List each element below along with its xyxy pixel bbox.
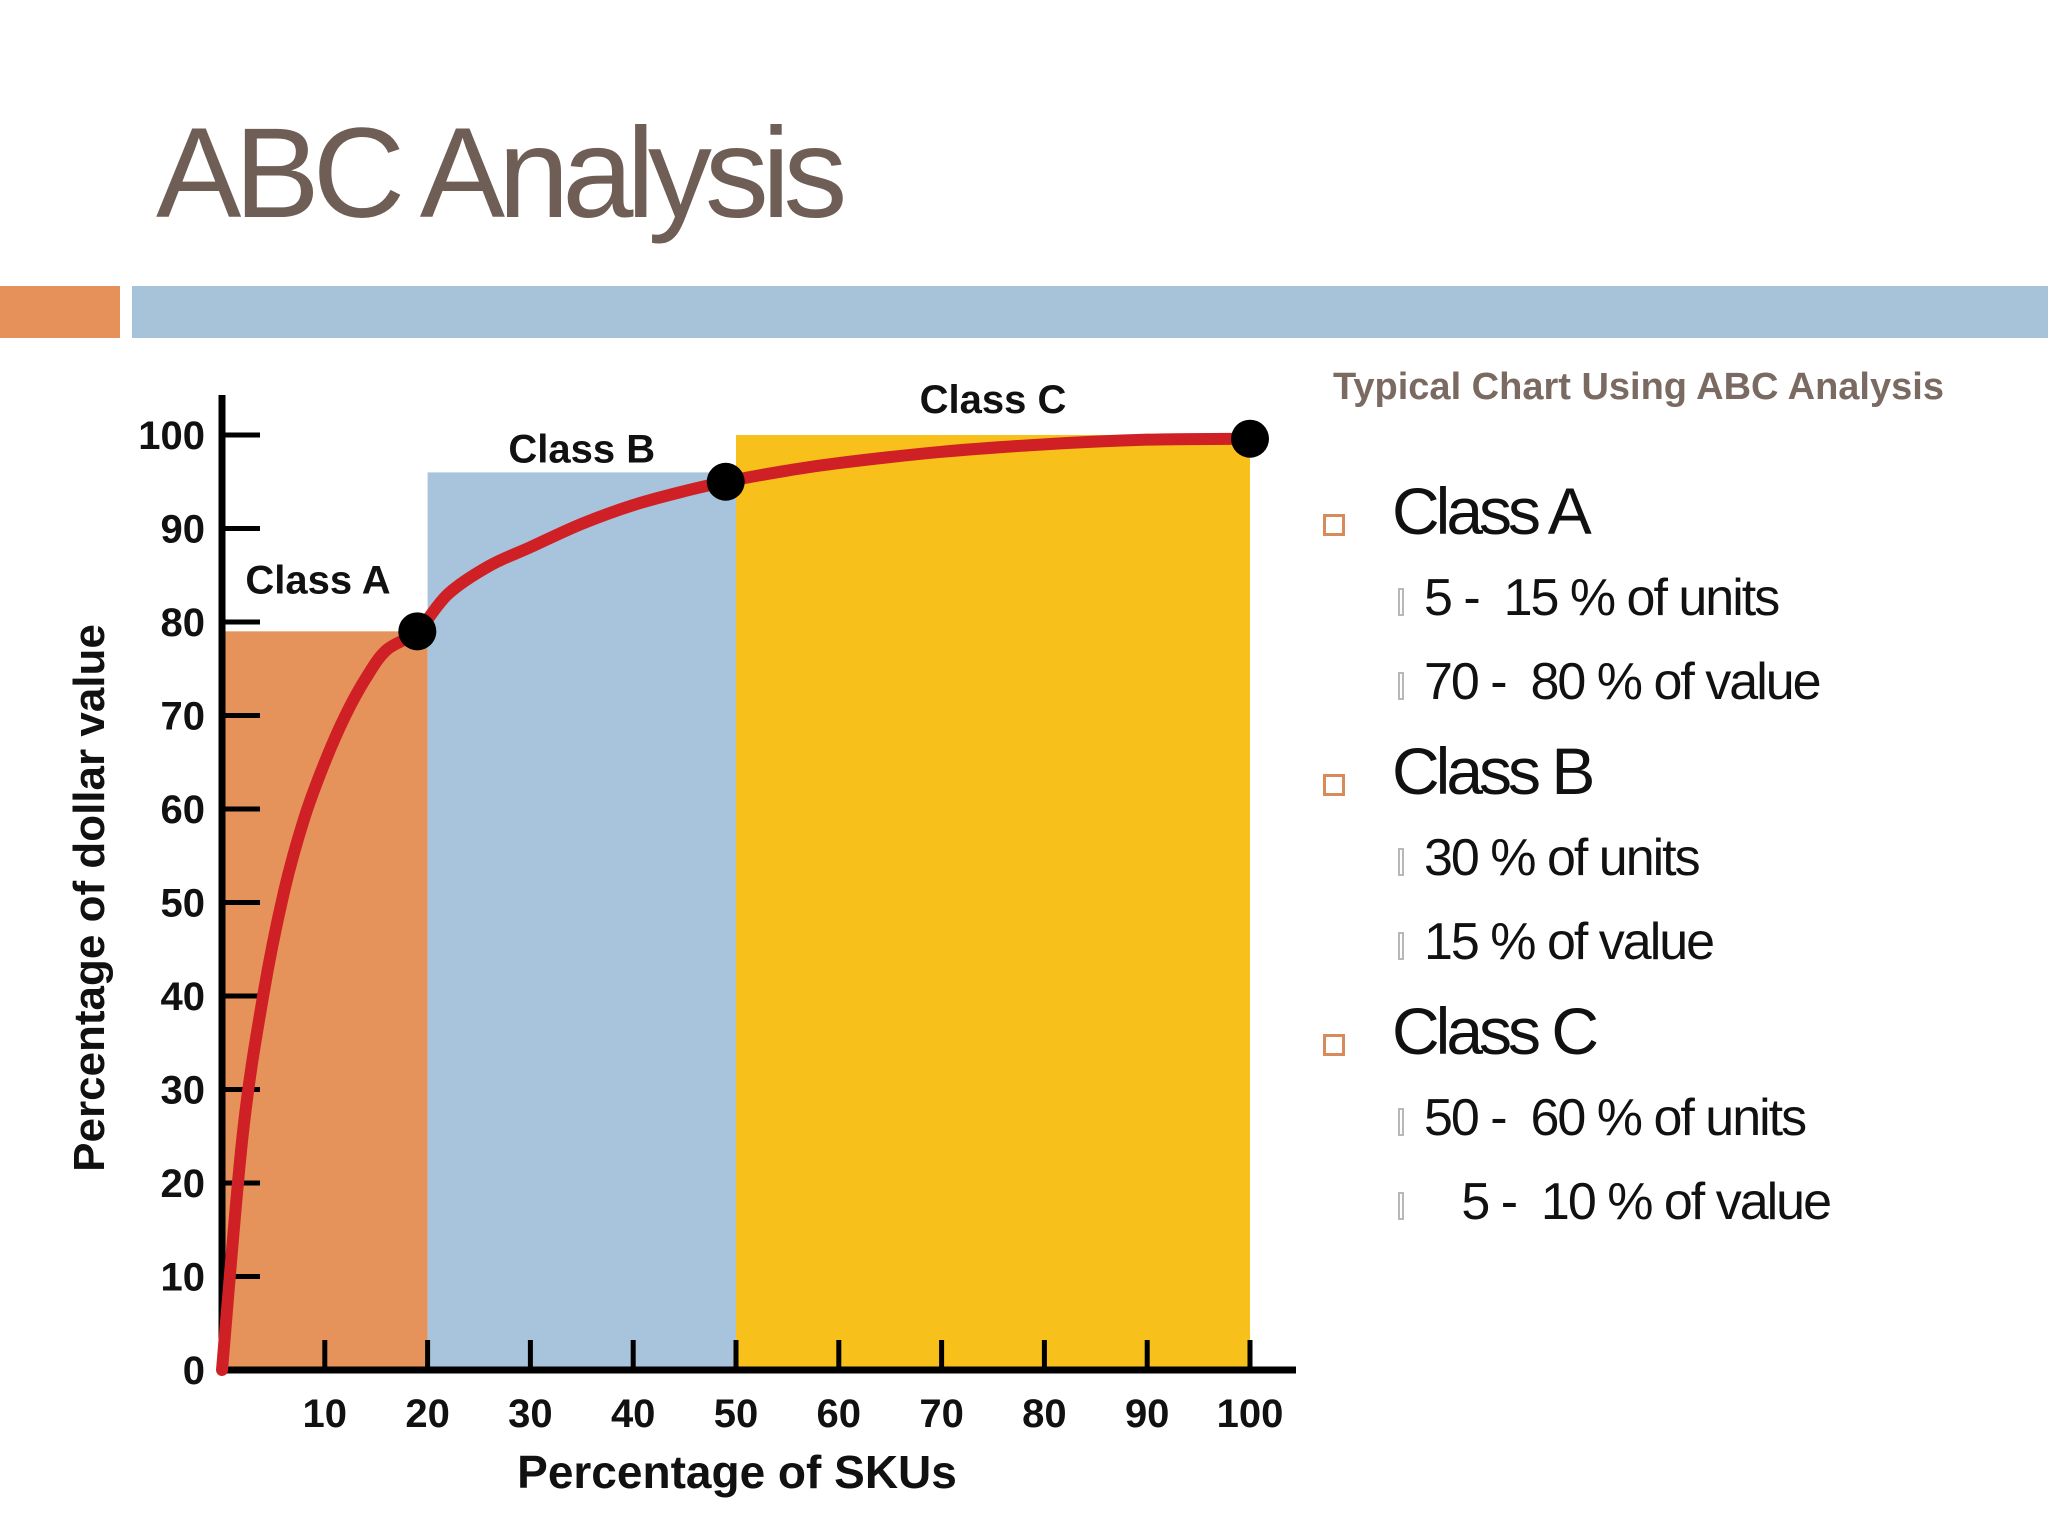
y-tick-label: 30 [161, 1069, 206, 1113]
class-detail-text: 15 % of value [1424, 913, 1715, 971]
region-label: Class A [245, 558, 390, 602]
x-tick-label: 30 [508, 1392, 553, 1436]
y-tick-label: 10 [161, 1256, 206, 1300]
curve-marker [398, 612, 437, 651]
class-heading-label: Class C [1392, 994, 1599, 1068]
x-tick-label: 70 [919, 1392, 964, 1436]
class-detail-item: 15 % of value [1318, 912, 2018, 996]
region-class-c [736, 435, 1250, 1370]
region-class-b [427, 472, 736, 1370]
sub-bullet-icon [1398, 672, 1404, 700]
y-axis-label: Percentage of dollar value [65, 624, 114, 1172]
class-detail-text: 5 - 10 % of value [1424, 1173, 1832, 1231]
x-tick-label: 90 [1125, 1392, 1170, 1436]
region-class-a [222, 631, 428, 1370]
slide-title: ABC Analysis [156, 102, 847, 245]
x-tick-label: 60 [817, 1392, 862, 1436]
y-tick-label: 100 [138, 414, 205, 458]
class-detail-item: 5 - 15 % of units [1318, 568, 2018, 652]
y-tick-label: 0 [183, 1349, 205, 1393]
square-bullet-icon [1323, 1034, 1345, 1056]
accent-bar-orange [0, 286, 120, 338]
cumulative-curve [216, 432, 1256, 1376]
class-heading: Class A [1318, 478, 2018, 568]
square-bullet-icon [1323, 774, 1345, 796]
sub-bullet-icon [1398, 1192, 1404, 1220]
sub-bullet-icon [1398, 932, 1404, 960]
class-detail-text: 30 % of units [1424, 829, 1701, 887]
class-detail-item: 50 - 60 % of units [1318, 1088, 2018, 1172]
x-tick-label: 10 [303, 1392, 348, 1436]
y-tick-label: 70 [161, 695, 206, 739]
x-axis-label: Percentage of SKUs [517, 1446, 957, 1498]
class-detail-text: 70 - 80 % of value [1424, 653, 1822, 711]
class-detail-item: 5 - 10 % of value [1318, 1172, 2018, 1256]
y-tick-label: 90 [161, 508, 206, 552]
class-heading-label: Class A [1392, 474, 1592, 548]
y-tick-label: 80 [161, 601, 206, 645]
curve-marker [1231, 419, 1269, 458]
x-tick-label: 100 [1217, 1392, 1284, 1436]
x-tick-label: 80 [1022, 1392, 1067, 1436]
y-tick-label: 60 [161, 788, 206, 832]
chart-caption: Typical Chart Using ABC Analysis [1333, 366, 1944, 408]
class-detail-text: 50 - 60 % of units [1424, 1089, 1807, 1147]
region-label: Class B [508, 427, 655, 471]
curve-marker [706, 462, 745, 501]
sub-bullet-icon [1398, 1108, 1404, 1136]
accent-bar-blue [132, 286, 2048, 338]
y-tick-label: 50 [161, 882, 206, 926]
class-detail-item: 70 - 80 % of value [1318, 652, 2018, 736]
sub-bullet-icon [1398, 588, 1404, 616]
y-tick-label: 20 [161, 1162, 206, 1206]
x-tick-label: 50 [714, 1392, 759, 1436]
y-tick-label: 40 [161, 975, 206, 1019]
x-tick-label: 20 [405, 1392, 450, 1436]
class-heading-label: Class B [1392, 734, 1595, 808]
region-label: Class C [920, 378, 1067, 422]
x-tick-label: 40 [611, 1392, 656, 1436]
class-heading: Class C [1318, 998, 2018, 1088]
abc-chart: Class A Class B Class C 0 10 20 30 40 50 60 70 80 9… [65, 378, 1296, 1498]
class-heading: Class B [1318, 738, 2018, 828]
square-bullet-icon [1323, 514, 1345, 536]
class-detail-item: 30 % of units [1318, 828, 2018, 912]
sub-bullet-icon [1398, 848, 1404, 876]
class-detail-text: 5 - 15 % of units [1424, 569, 1780, 627]
